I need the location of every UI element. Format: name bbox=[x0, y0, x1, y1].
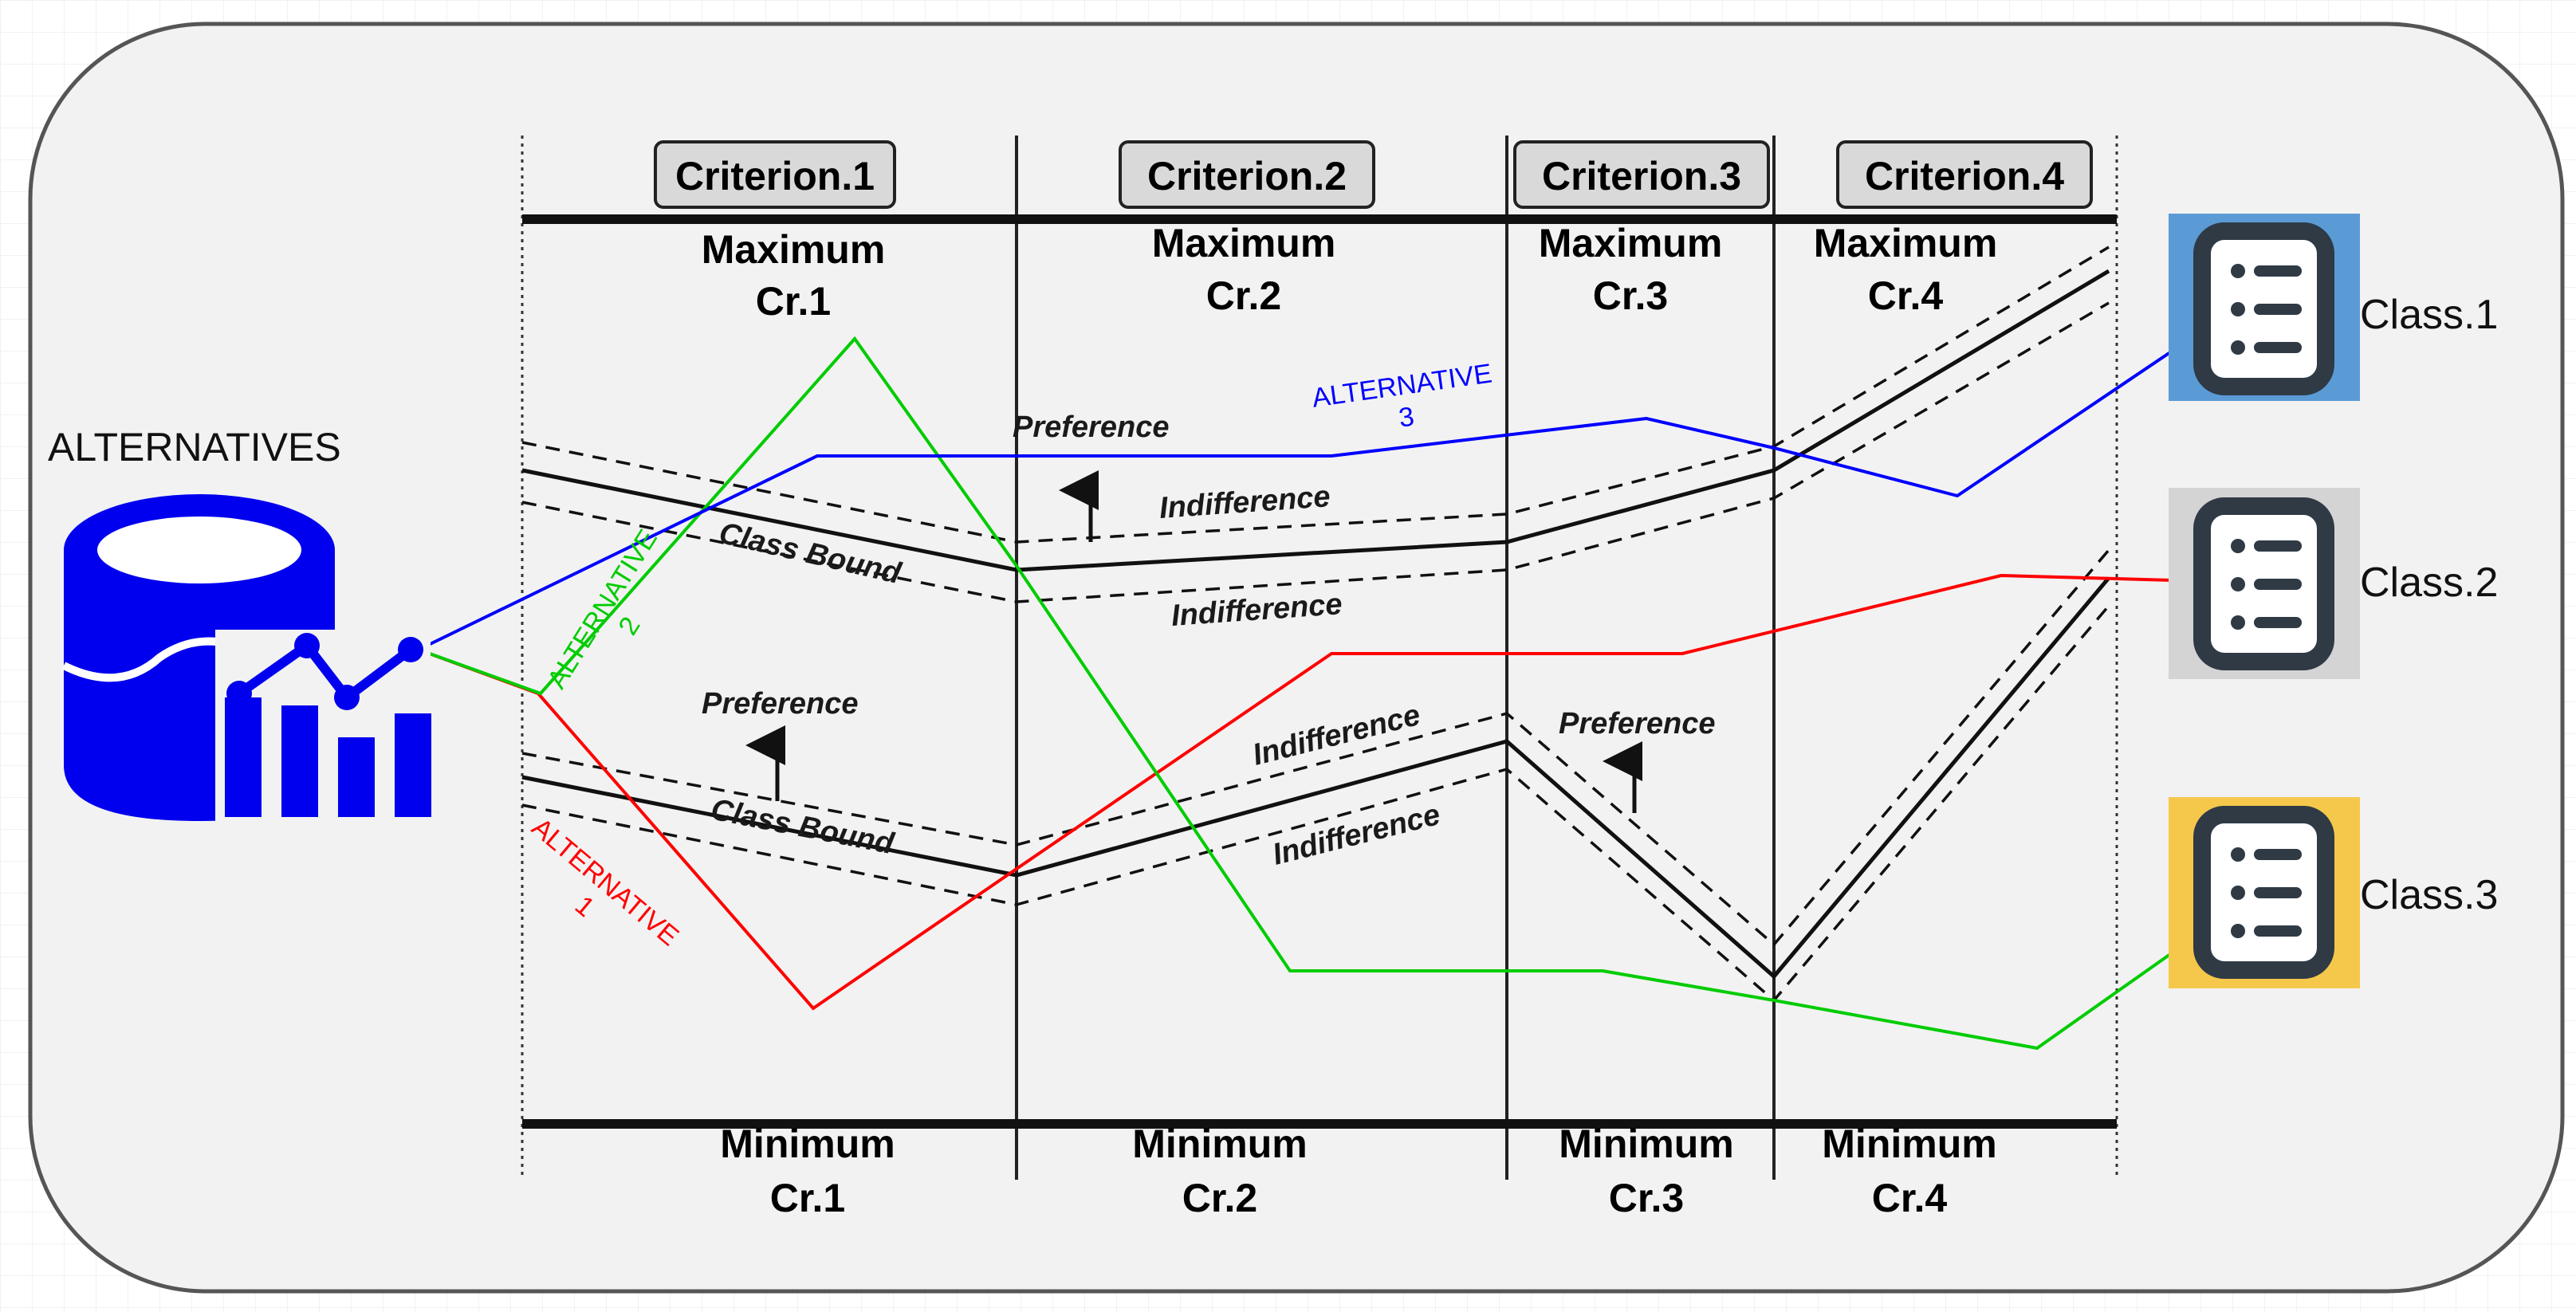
class-2-icon bbox=[2169, 488, 2360, 679]
criterion-header-box-2 bbox=[1119, 140, 1375, 209]
criterion-header-box-1 bbox=[654, 140, 896, 209]
min-label-4: Minimum bbox=[1822, 1122, 1996, 1166]
chart-bar-1 bbox=[225, 697, 262, 817]
chart-node-3 bbox=[334, 685, 360, 710]
max-label-3: Maximum bbox=[1539, 221, 1723, 265]
alternative-1-line bbox=[418, 573, 2173, 1011]
criterion-header-2: Criterion.2 bbox=[1147, 154, 1347, 198]
class-3-label: Class.3 bbox=[2360, 872, 2498, 918]
alternatives-title: ALTERNATIVES bbox=[48, 425, 341, 469]
database-top-inner bbox=[97, 517, 301, 583]
upper-preference-label: Preference bbox=[1013, 411, 1169, 444]
criterion-header-3: Criterion.3 bbox=[1542, 154, 1741, 198]
lower-preference-label: Preference bbox=[702, 687, 858, 721]
max-name-1: Cr.1 bbox=[756, 279, 832, 324]
database-analytics-icon bbox=[61, 494, 431, 837]
class-1-label: Class.1 bbox=[2360, 292, 2498, 338]
lower-indifference-top-line bbox=[521, 548, 2110, 947]
min-label-3: Minimum bbox=[1559, 1122, 1733, 1166]
min-label-1: Minimum bbox=[720, 1122, 895, 1166]
max-name-3: Cr.3 bbox=[1593, 273, 1669, 318]
min-name-1: Cr.1 bbox=[770, 1176, 846, 1220]
min-name-3: Cr.3 bbox=[1609, 1176, 1685, 1220]
alternative-2-line bbox=[418, 336, 2174, 1051]
max-label-1: Maximum bbox=[702, 227, 886, 272]
lower-indifference-bottom-line bbox=[521, 604, 2110, 1003]
lower-class-bound-line bbox=[521, 576, 2110, 980]
max-label-2: Maximum bbox=[1152, 221, 1336, 265]
chart-bar-3 bbox=[338, 737, 375, 817]
max-name-2: Cr.2 bbox=[1206, 273, 1282, 318]
chart-node-2 bbox=[294, 633, 320, 658]
chart-trend-line bbox=[236, 638, 414, 705]
criterion-header-1: Criterion.1 bbox=[675, 154, 875, 198]
upper-indifference-top-line bbox=[521, 246, 2110, 544]
chart-node-4 bbox=[398, 637, 423, 662]
max-name-4: Cr.4 bbox=[1868, 273, 1944, 318]
right-preference-label: Preference bbox=[1559, 707, 1715, 740]
class-2-label: Class.2 bbox=[2360, 560, 2498, 606]
min-label-2: Minimum bbox=[1132, 1122, 1307, 1166]
class-1-icon bbox=[2169, 214, 2360, 401]
max-label-4: Maximum bbox=[1814, 221, 1998, 265]
chart-node-1 bbox=[226, 681, 252, 706]
min-name-4: Cr.4 bbox=[1872, 1176, 1948, 1220]
upper-indifference-bottom-line bbox=[521, 301, 2110, 603]
min-name-2: Cr.2 bbox=[1182, 1176, 1258, 1220]
criterion-header-box-4 bbox=[1836, 140, 2093, 209]
upper-class-bound-line bbox=[521, 269, 2110, 572]
criterion-header-4: Criterion.4 bbox=[1865, 154, 2064, 198]
main-panel bbox=[28, 22, 2565, 1294]
chart-bar-4 bbox=[395, 713, 431, 817]
criterion-header-box-3 bbox=[1513, 140, 1770, 209]
chart-bar-2 bbox=[281, 705, 318, 817]
alternative-3-line bbox=[418, 349, 2174, 651]
class-3-icon bbox=[2169, 797, 2360, 988]
